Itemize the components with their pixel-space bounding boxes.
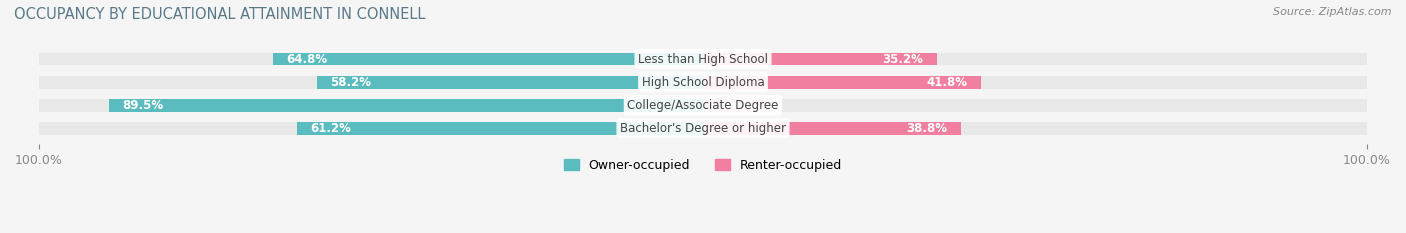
- Text: 61.2%: 61.2%: [309, 122, 350, 135]
- Bar: [703, 99, 773, 112]
- Text: 38.8%: 38.8%: [907, 122, 948, 135]
- Text: High School Diploma: High School Diploma: [641, 76, 765, 89]
- Bar: [108, 99, 703, 112]
- Text: 58.2%: 58.2%: [330, 76, 371, 89]
- Bar: [703, 76, 980, 89]
- Text: Source: ZipAtlas.com: Source: ZipAtlas.com: [1274, 7, 1392, 17]
- Bar: [297, 122, 703, 135]
- Bar: [703, 122, 960, 135]
- Legend: Owner-occupied, Renter-occupied: Owner-occupied, Renter-occupied: [558, 154, 848, 177]
- Text: Less than High School: Less than High School: [638, 53, 768, 66]
- Text: 10.5%: 10.5%: [718, 99, 759, 112]
- Text: 41.8%: 41.8%: [927, 76, 967, 89]
- Text: College/Associate Degree: College/Associate Degree: [627, 99, 779, 112]
- Bar: [316, 76, 703, 89]
- Text: Bachelor's Degree or higher: Bachelor's Degree or higher: [620, 122, 786, 135]
- Bar: [703, 122, 1367, 135]
- Text: 64.8%: 64.8%: [285, 53, 328, 66]
- Bar: [703, 99, 1367, 112]
- Bar: [703, 53, 936, 65]
- Bar: [273, 53, 703, 65]
- Bar: [39, 122, 703, 135]
- Bar: [703, 76, 1367, 89]
- Text: OCCUPANCY BY EDUCATIONAL ATTAINMENT IN CONNELL: OCCUPANCY BY EDUCATIONAL ATTAINMENT IN C…: [14, 7, 426, 22]
- Text: 35.2%: 35.2%: [883, 53, 924, 66]
- Text: 89.5%: 89.5%: [122, 99, 163, 112]
- Bar: [39, 53, 703, 65]
- Bar: [703, 53, 1367, 65]
- Bar: [39, 76, 703, 89]
- Bar: [39, 99, 703, 112]
